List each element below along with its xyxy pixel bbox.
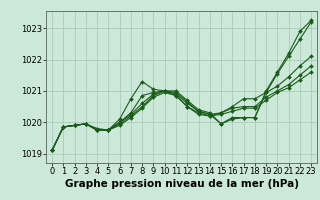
X-axis label: Graphe pression niveau de la mer (hPa): Graphe pression niveau de la mer (hPa)	[65, 179, 299, 189]
